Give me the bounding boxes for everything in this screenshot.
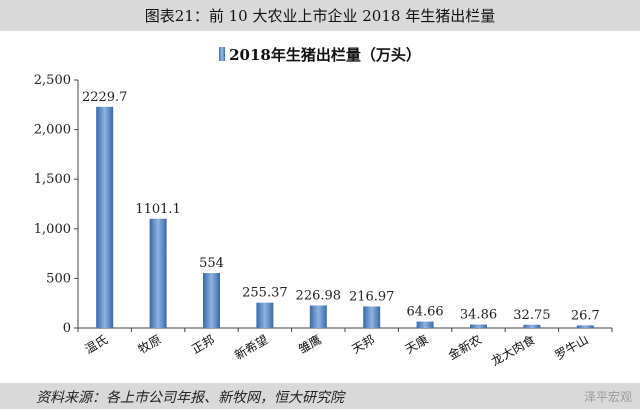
x-tick-label: 温氏 [82, 332, 110, 356]
bar-chart: 0 500 1,000 1,500 2,000 2,500 2229.7 温氏 1101.1 牧原… [34, 73, 613, 369]
x-tick-label: 金新农 [445, 332, 484, 363]
y-tick-label: 1,500 [34, 172, 71, 187]
data-label: 2229.7 [82, 90, 128, 105]
source-note: 资料来源：各上市公司年报、新牧网，恒大研究院 [36, 390, 344, 406]
bar [96, 106, 114, 329]
y-tick-label: 2,000 [34, 123, 71, 138]
bar [256, 302, 274, 328]
data-label: 34.86 [460, 308, 497, 323]
bar [203, 273, 220, 328]
x-tick-label: 天邦 [349, 332, 377, 356]
y-tick-label: 500 [46, 271, 71, 286]
x-tick-label: 新希望 [232, 332, 271, 363]
data-label: 64.66 [406, 305, 443, 320]
chart-legend: 2018年生猪出栏量（万头） [0, 44, 640, 65]
x-tick-label: 罗牛山 [552, 332, 591, 363]
data-label: 1101.1 [135, 202, 181, 217]
bar [149, 218, 167, 328]
data-label: 26.7 [571, 308, 600, 323]
y-tick-label: 0 [63, 321, 71, 336]
bar [416, 321, 434, 328]
bar [470, 324, 487, 328]
x-tick-label: 天康 [402, 332, 430, 357]
data-label: 554 [199, 256, 224, 271]
y-tick-label: 2,500 [34, 73, 71, 88]
x-tick-label: 正邦 [189, 332, 217, 356]
data-label: 255.37 [242, 286, 288, 301]
bar [523, 324, 541, 328]
bar [363, 306, 381, 328]
bar [576, 325, 594, 328]
data-label: 32.75 [513, 308, 550, 323]
x-tick-label: 龙大肉食 [488, 332, 537, 369]
legend-swatch [219, 47, 226, 61]
bar [309, 305, 327, 328]
data-label: 226.98 [296, 288, 342, 303]
x-tick-label: 雏鹰 [296, 332, 324, 357]
x-tick-label: 牧原 [136, 332, 164, 356]
legend-label: 2018年生猪出栏量（万头） [229, 46, 421, 64]
watermark: 泽平宏观 [583, 390, 632, 404]
y-tick-label: 1,000 [34, 222, 71, 237]
figure-caption: 图表21：前 10 大农业上市企业 2018 年生猪出栏量 [0, 0, 640, 31]
data-label: 216.97 [349, 289, 395, 304]
footer-bar: 资料来源：各上市公司年报、新牧网，恒大研究院 泽平宏观 [0, 383, 640, 409]
